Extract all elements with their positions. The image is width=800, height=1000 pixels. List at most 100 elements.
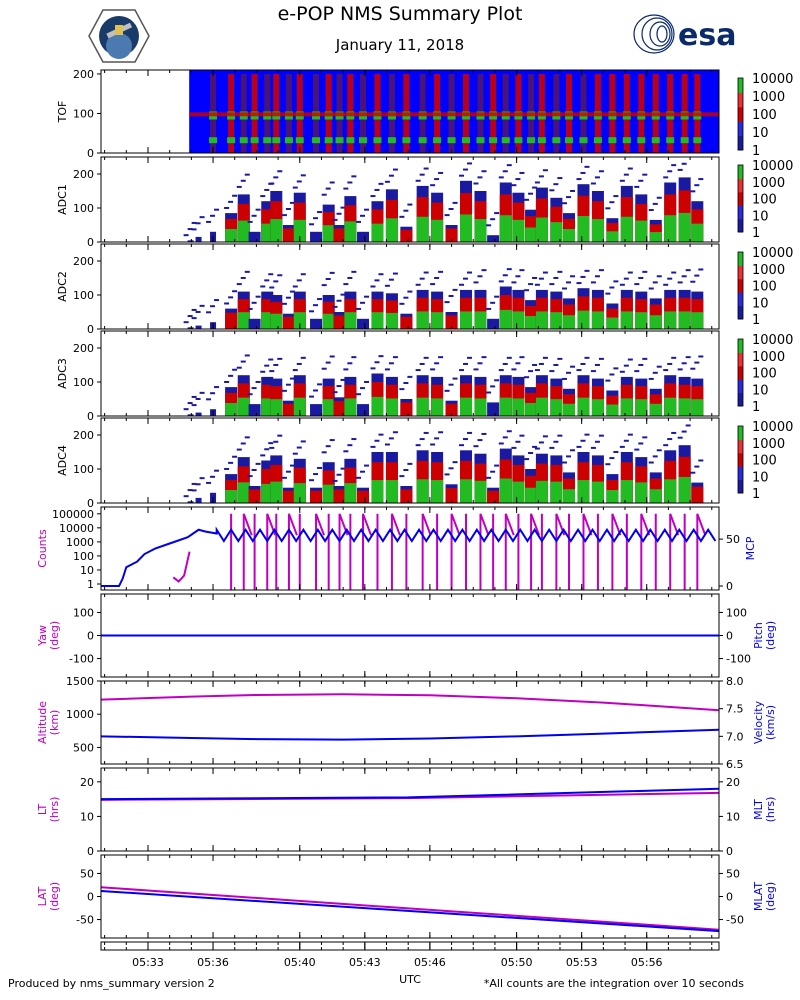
adc-burst-mid [400,316,413,329]
adc-scatter [690,471,696,474]
adc-burst [663,356,677,416]
colorbar-frame [737,251,744,320]
adc-scatter [553,183,559,186]
adc-scatter [619,283,625,286]
adc-scatter [423,431,429,434]
adc-scatter [332,218,338,221]
adc-burst [332,378,346,416]
adc-scatter [570,189,576,192]
svg-text:esa: esa [678,18,736,53]
counts-spike-fall [530,513,541,536]
y-tick-label-right: 50 [726,867,740,880]
tof-peak-35 [622,137,631,144]
colorbar-segment [738,379,743,394]
adc-burst-low [187,501,194,503]
adc-scatter [534,447,540,450]
adc-scatter [384,180,390,183]
adc-scatter [224,467,230,470]
adc-scatter [388,437,394,440]
adc-scatter [255,295,261,298]
adc-scatter [605,379,611,382]
mcp-tick-label: 50 [726,533,740,546]
adc-burst [332,206,346,242]
adc-burst-high [550,222,563,242]
adc-scatter [594,176,600,179]
adc-scatter [415,179,421,182]
adc-scatter [430,184,436,187]
counts-tick-label: 1 [87,578,94,591]
adc-scatter [434,437,440,440]
adc-burst [498,268,512,329]
colorbar-label: 1000 [752,350,785,365]
adc-scatter [481,356,487,359]
adc-scatter [273,280,279,283]
adc-scatter [430,443,436,446]
adc-frame [100,330,720,417]
adc-burst-high [577,480,590,503]
adc-scatter [273,440,279,443]
adc-scatter [459,174,465,177]
adc-scatter [642,357,648,360]
adc-scatter [191,308,197,311]
counts-spike-fall [696,513,707,536]
adc-scatter [415,444,421,447]
lat-line [100,886,720,931]
adc-scatter [681,162,687,165]
adc-scatter [609,286,615,289]
adc-scatter [296,279,302,282]
adc-scatter [562,202,568,205]
right-ylabel-line: MLT [752,799,765,820]
adc-scatter [251,469,257,471]
adc-scatter [255,208,261,211]
adc-scatter [534,283,540,286]
adc-scatter [448,467,454,470]
adc-frame [100,156,720,243]
y-tick-label: 1000 [66,708,94,721]
adc-burst-high [620,398,633,416]
adc-burst-high [525,227,538,242]
left-ylabel-line: (deg) [48,621,61,650]
adc-scatter [506,268,512,271]
adc-scatter [594,440,600,443]
y-tick-label-right: 8.0 [726,675,744,688]
adc-burst-low [195,412,202,416]
adc-scatter [260,195,266,198]
adc-burst-high [678,311,691,329]
adc-scatter [477,362,483,365]
adc-burst-high [237,220,250,242]
adc-scatter [317,383,323,386]
adc-burst [459,162,473,242]
adc-scatter [627,271,633,274]
adc-scatter [264,448,270,451]
adc-burst-high [620,480,633,503]
adc-scatter [506,164,512,167]
adc-burst-low [357,318,370,329]
adc-burst [677,162,691,242]
adc-burst [619,167,633,242]
adc-scatter [240,360,246,363]
adc-scatter [317,298,323,301]
y-tick-label: 100 [73,202,94,215]
adc-burst [663,431,677,503]
adc-scatter [300,356,306,359]
adc-burst [634,436,648,503]
adc-scatter [519,269,525,272]
adc-scatter [638,363,644,366]
tof-peak-35 [433,137,442,144]
adc-scatter [360,470,366,473]
adc-scatter [403,296,409,299]
adc-scatter [374,361,380,364]
adc-scatter [605,463,611,466]
tof-peak-35 [263,137,272,144]
adc-burst-high [474,480,487,503]
adc-scatter [667,362,673,365]
adc-scatter [671,164,677,167]
adc-burst-low [310,404,323,416]
adc-burst [415,167,429,242]
tof-peak-35 [335,137,344,144]
adc-burst [332,467,346,503]
adc-burst-mid [310,490,323,503]
mcp-line [101,526,717,587]
adc-burst [498,164,512,242]
adc-burst-low [248,231,261,242]
